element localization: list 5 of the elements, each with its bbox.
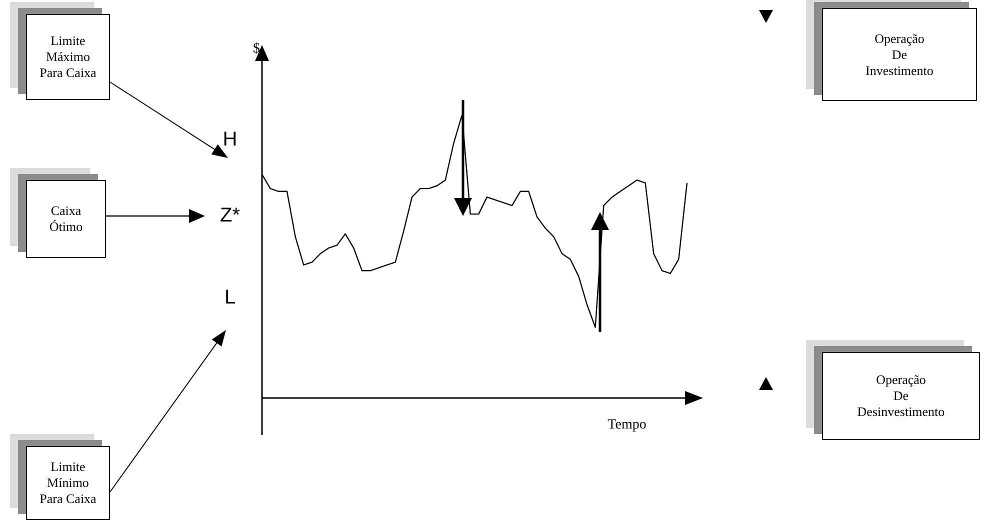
- x-axis-title: Tempo: [608, 418, 646, 433]
- text: Z*: [220, 204, 240, 227]
- y-axis-title: $: [253, 42, 260, 57]
- text: H: [222, 128, 238, 151]
- text: L: [224, 286, 236, 309]
